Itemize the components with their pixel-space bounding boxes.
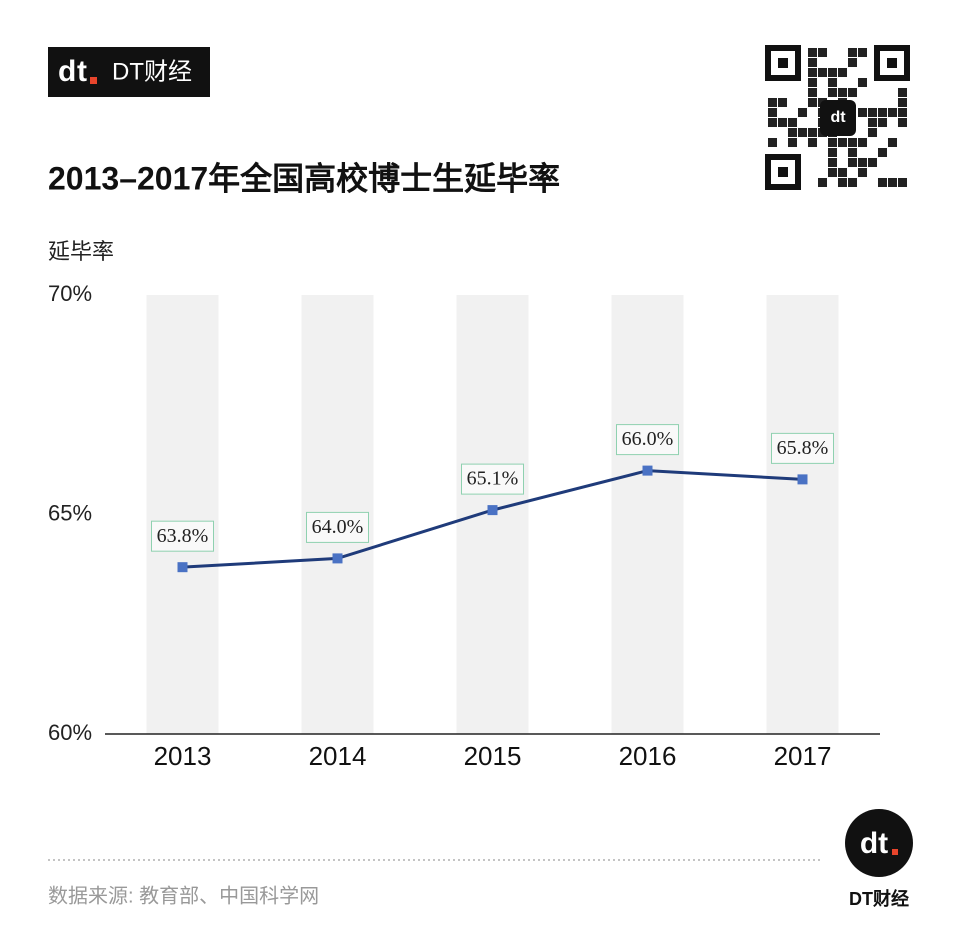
footer-logo-dot — [892, 849, 898, 855]
value-label-box — [306, 511, 369, 543]
footer-logo-mark: dt — [860, 827, 888, 860]
footer-logo — [845, 809, 913, 877]
source: 数据来源: 教育部、中国科学网 — [48, 884, 319, 907]
value-label-box — [616, 424, 679, 456]
value-label: 63.8% — [157, 525, 209, 547]
logo-box — [48, 47, 210, 97]
marker — [642, 465, 653, 476]
logo-icon: d — [58, 55, 76, 88]
value-label: 65.8% — [777, 437, 829, 459]
value-label: 64.0% — [312, 516, 364, 538]
value-label-box — [771, 432, 834, 464]
marker — [332, 553, 343, 564]
chart-title: 2013–2017年全国高校博士生延毕率 — [48, 160, 560, 196]
logo-icon: t — [77, 55, 87, 88]
category-band — [611, 295, 684, 734]
svg-text:dt: dt — [830, 109, 846, 126]
category-band — [766, 295, 839, 734]
value-label: 66.0% — [622, 428, 674, 450]
y-tick-label: 65% — [48, 500, 92, 525]
value-label-box — [461, 463, 524, 495]
value-label: 65.1% — [467, 468, 519, 490]
logo-text: DT财经 — [112, 58, 192, 85]
category-band — [146, 295, 219, 734]
marker — [487, 505, 498, 516]
x-tick-label: 2016 — [619, 741, 677, 771]
value-label-box — [151, 520, 214, 552]
logo-dot — [90, 77, 97, 84]
x-tick-label: 2017 — [774, 741, 832, 771]
qr-code: dt — [765, 45, 910, 190]
y-tick-label: 60% — [48, 720, 92, 745]
x-tick-label: 2013 — [154, 741, 212, 771]
x-tick-label: 2014 — [309, 741, 367, 771]
footer-logo-text: DT财经 — [849, 888, 909, 909]
x-tick-label: 2015 — [464, 741, 522, 771]
marker — [797, 474, 808, 485]
marker — [177, 562, 188, 573]
y-tick-label: 70% — [48, 281, 92, 306]
y-axis-label: 延毕率 — [48, 239, 114, 264]
